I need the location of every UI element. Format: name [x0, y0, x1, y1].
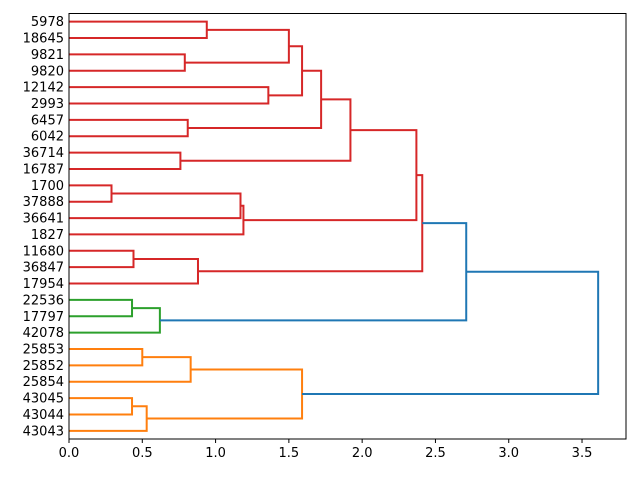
- leaf-label: 17797: [23, 310, 64, 325]
- leaf-label: 9821: [31, 48, 64, 63]
- dendrogram-link: [243, 129, 418, 222]
- dendrogram-link: [69, 192, 242, 220]
- dendrogram-link: [180, 98, 352, 162]
- x-tick-label: 3.5: [572, 446, 593, 461]
- dendrogram-link: [268, 45, 304, 97]
- leaf-label: 43045: [23, 392, 64, 407]
- dendrogram-link: [69, 204, 245, 236]
- leaf-label: 12142: [23, 81, 64, 96]
- dendrogram-link: [69, 86, 270, 105]
- leaf-label: 22536: [23, 293, 64, 308]
- dendrogram-link: [69, 53, 186, 72]
- dendrogram-link: [69, 298, 134, 318]
- leaf-label: 6457: [31, 113, 64, 128]
- leaf-label: 25854: [23, 375, 64, 390]
- axes-layer: [68, 13, 627, 443]
- dendrogram-link: [69, 356, 192, 383]
- leaf-label: 36641: [23, 212, 64, 227]
- leaf-label: 5978: [31, 15, 64, 30]
- dendrogram-link: [184, 28, 290, 64]
- dendrogram-link: [69, 249, 135, 269]
- leaf-label: 2993: [31, 97, 64, 112]
- leaf-label: 9820: [31, 64, 64, 79]
- leaf-label: 43043: [23, 424, 64, 439]
- leaf-label: 36847: [23, 261, 64, 276]
- dendrogram-link: [69, 397, 134, 416]
- x-tick-label: 2.0: [352, 446, 373, 461]
- leaf-label: 18645: [23, 32, 64, 47]
- dendrogram-link: [69, 257, 199, 285]
- x-tick-label: 2.5: [425, 446, 446, 461]
- dendrogram-link: [69, 20, 208, 40]
- x-tick-label: 0.0: [59, 446, 80, 461]
- dendrogram-link: [197, 174, 424, 273]
- dendrogram-link: [69, 151, 182, 170]
- leaf-label: 25852: [23, 359, 64, 374]
- dendrogram-link: [69, 347, 144, 367]
- dendrogram-link: [69, 405, 148, 432]
- dendrogram-link: [69, 118, 189, 138]
- leaf-label: 11680: [23, 244, 64, 259]
- dendrogram-links: [69, 20, 600, 432]
- leaf-label: 42078: [23, 326, 64, 341]
- leaf-label: 43044: [23, 408, 64, 423]
- leaf-label: 1827: [31, 228, 64, 243]
- leaf-label: 36714: [23, 146, 64, 161]
- x-tick-label: 1.0: [205, 446, 226, 461]
- labels-layer: 0.0 0.5 1.0 1.5 2.0 2.5 3.0 3.5 5978 186459821982…: [23, 15, 593, 461]
- leaf-label: 6042: [31, 130, 64, 145]
- leaf-label: 16787: [23, 162, 64, 177]
- dendrogram-link: [69, 307, 161, 334]
- x-tick-label: 3.0: [498, 446, 519, 461]
- leaf-label: 25853: [23, 342, 64, 357]
- x-tick-label: 0.5: [132, 446, 153, 461]
- leaf-label: 17954: [23, 277, 64, 292]
- dendrogram-link: [302, 270, 600, 395]
- leaf-label: 37888: [23, 195, 64, 210]
- dendrogram-link: [146, 368, 304, 420]
- dendrogram-link: [69, 184, 113, 203]
- x-tick-label: 1.5: [279, 446, 300, 461]
- axes-spines: [68, 13, 627, 440]
- leaf-label: 1700: [31, 179, 64, 194]
